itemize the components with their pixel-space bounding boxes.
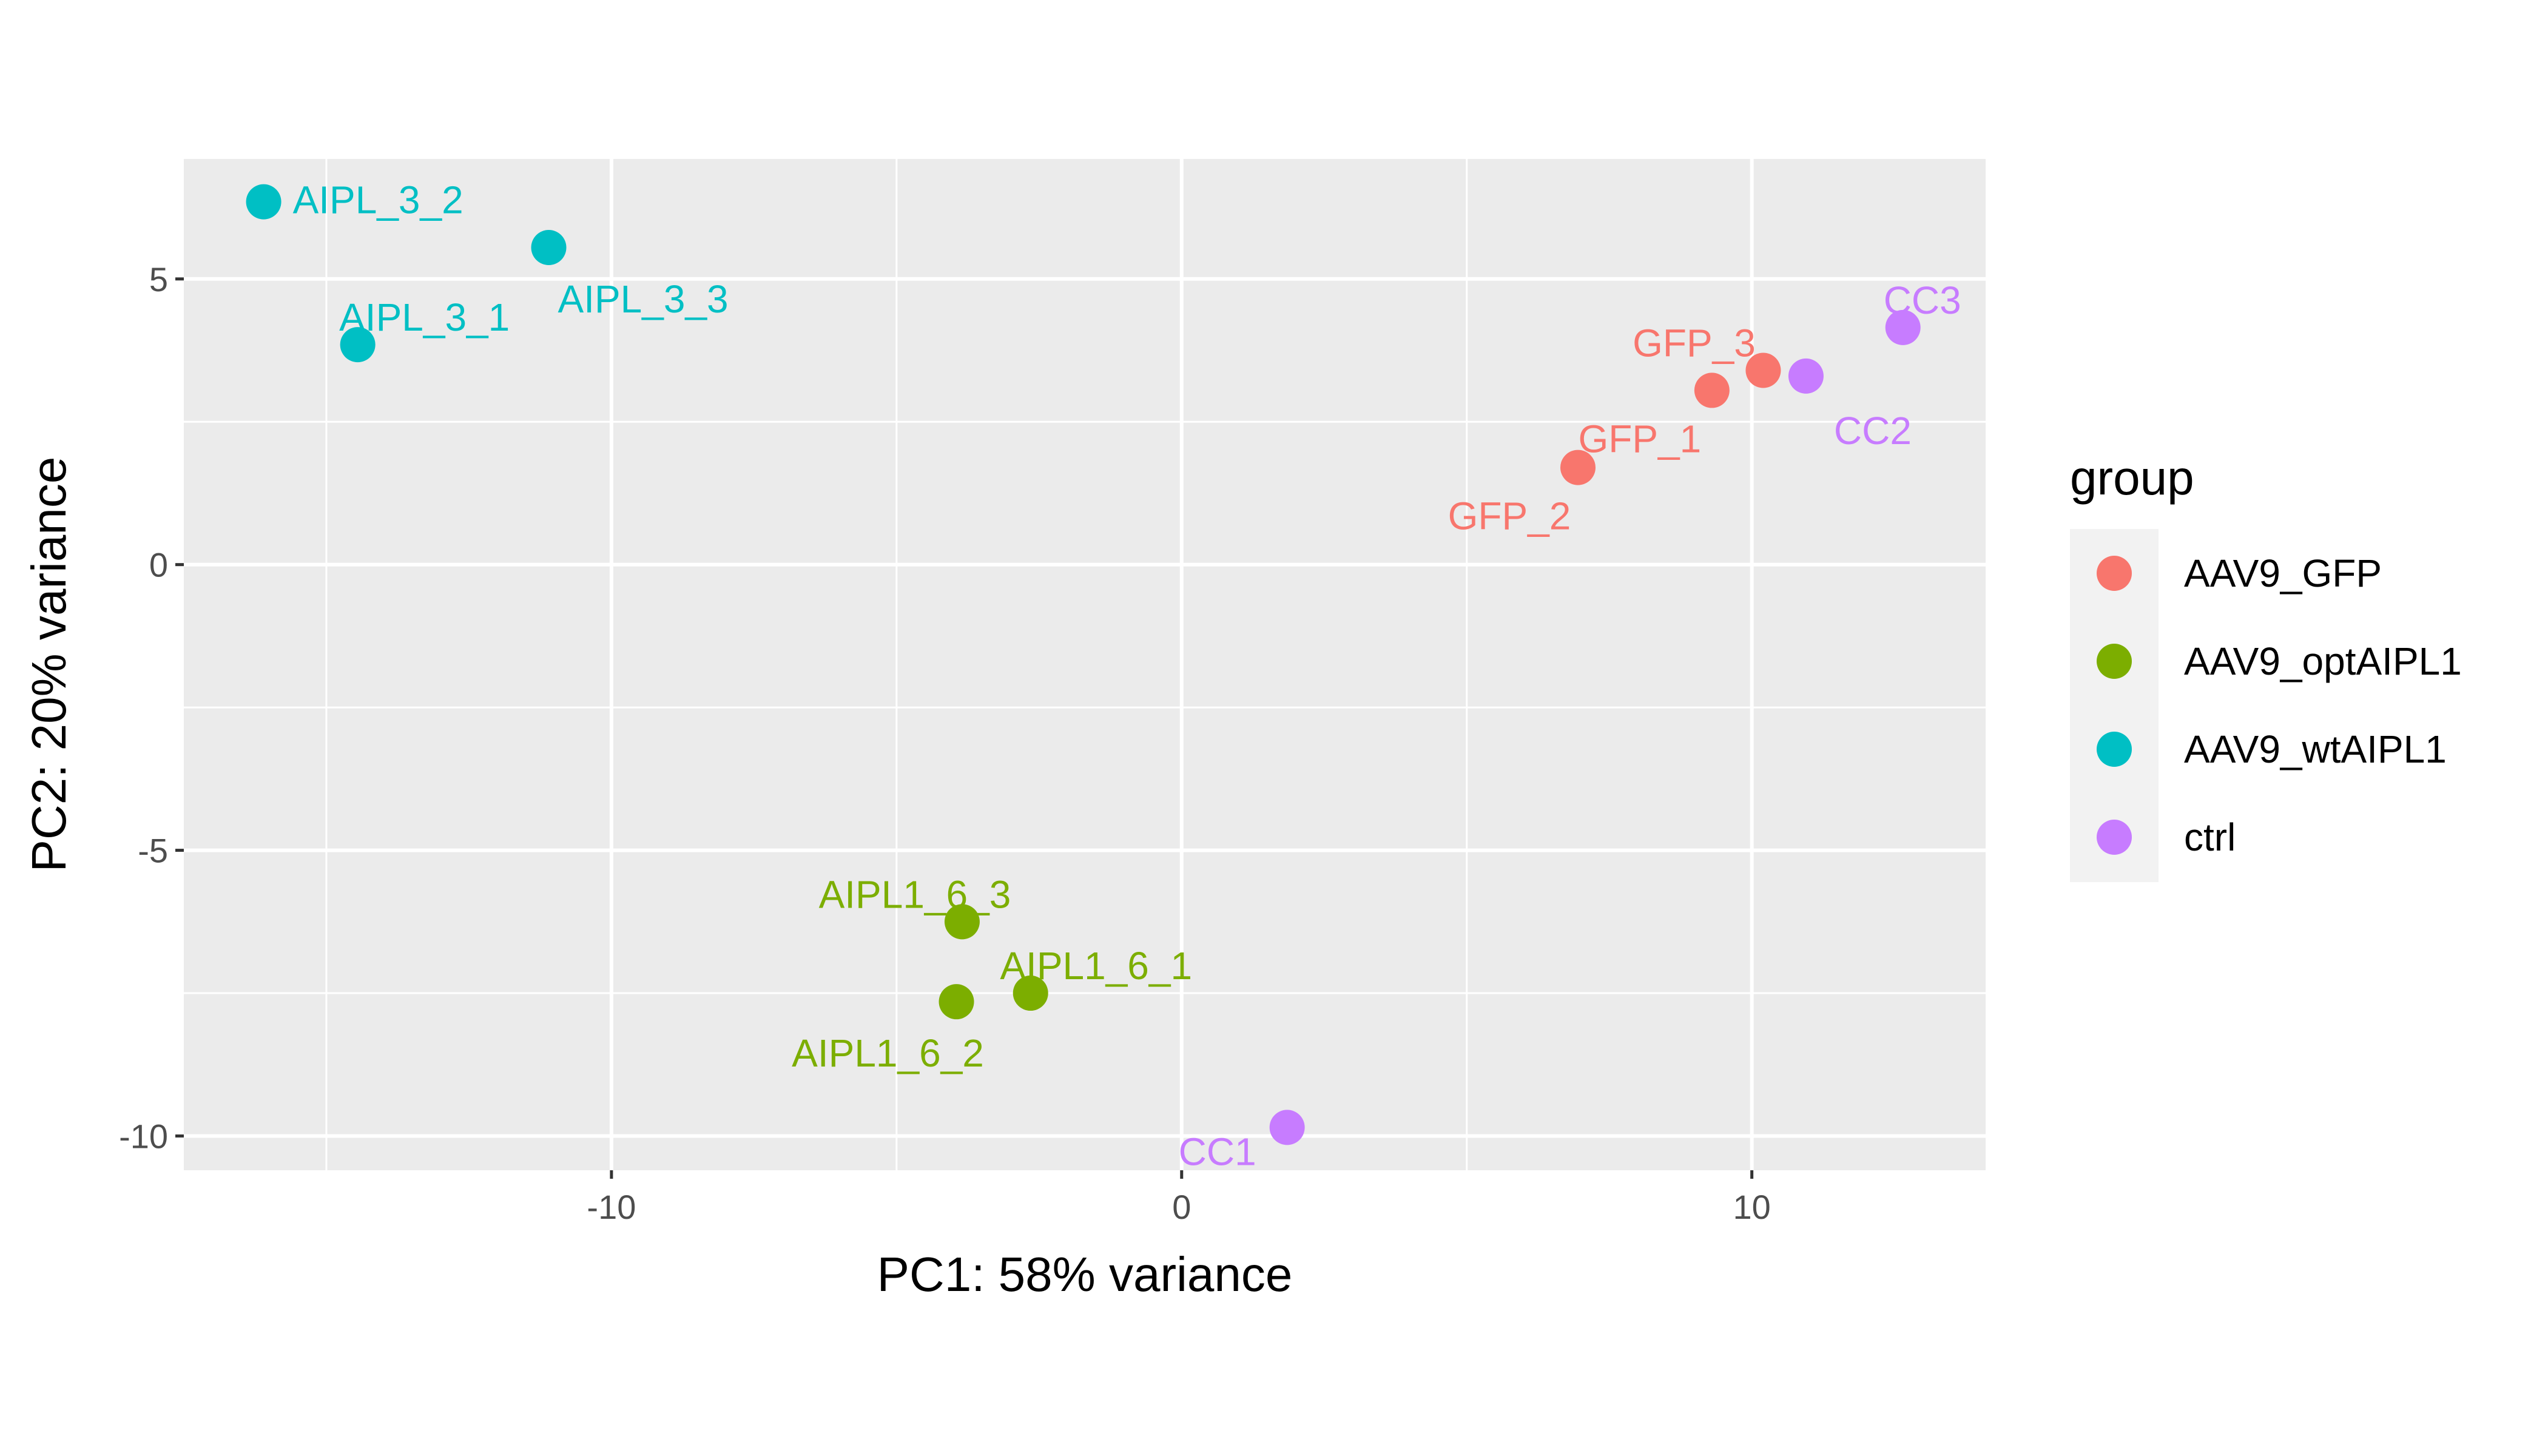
point-label: AIPL1_6_1 — [1000, 944, 1192, 988]
data-point — [531, 229, 567, 265]
minor-gridlines — [184, 159, 1986, 1170]
legend-title: group — [2070, 451, 2194, 505]
legend-key — [2097, 820, 2132, 855]
point-label: CC2 — [1834, 409, 1912, 453]
data-point — [1013, 976, 1048, 1011]
legend-label: AAV9_wtAIPL1 — [2184, 727, 2447, 771]
data-point — [1885, 309, 1921, 345]
y-tick-label: -5 — [138, 832, 168, 870]
y-tick-label: 5 — [149, 260, 168, 298]
legend-key — [2097, 732, 2132, 767]
data-point — [1560, 450, 1596, 485]
point-label: GFP_2 — [1448, 494, 1571, 538]
legend-key — [2097, 556, 2132, 591]
point-label: AIPL_3_3 — [558, 277, 729, 321]
axis-ticks: -10 0 10 5 0 -5 -10 — [119, 260, 1771, 1226]
point-label: AIPL1_6_2 — [792, 1031, 984, 1075]
data-point — [1269, 1110, 1305, 1145]
x-axis-title: PC1: 58% variance — [877, 1247, 1293, 1301]
data-point — [1745, 352, 1781, 388]
data-point — [1694, 372, 1730, 408]
legend-label: AAV9_optAIPL1 — [2184, 639, 2462, 683]
data-point — [1788, 358, 1824, 394]
x-tick-label: 10 — [1733, 1188, 1771, 1226]
data-points — [246, 184, 1921, 1145]
legend: group AAV9_GFP AAV9_optAIPL1 AAV9_wtAIPL1c… — [2070, 451, 2462, 882]
point-label: GFP_3 — [1633, 321, 1756, 365]
data-point — [340, 327, 376, 363]
point-label: AIPL_3_1 — [339, 295, 510, 339]
point-label: GFP_1 — [1578, 417, 1701, 460]
data-point — [246, 184, 281, 220]
point-label: AIPL_3_2 — [293, 178, 463, 222]
legend-label: AAV9_GFP — [2184, 551, 2382, 595]
x-tick-label: 0 — [1172, 1188, 1191, 1226]
data-point — [944, 904, 980, 940]
major-gridlines — [184, 159, 1986, 1170]
point-label: CC3 — [1884, 278, 1961, 322]
y-axis-title: PC2: 20% variance — [22, 457, 76, 872]
legend-key — [2097, 644, 2132, 679]
point-label: AIPL1_6_3 — [819, 872, 1011, 916]
y-tick-label: -10 — [119, 1117, 168, 1155]
data-point — [939, 984, 974, 1020]
plot-panel — [184, 159, 1986, 1170]
y-tick-label: 0 — [149, 546, 168, 584]
x-tick-label: -10 — [587, 1188, 636, 1226]
legend-label: ctrl — [2184, 815, 2236, 859]
point-label: CC1 — [1179, 1130, 1256, 1173]
